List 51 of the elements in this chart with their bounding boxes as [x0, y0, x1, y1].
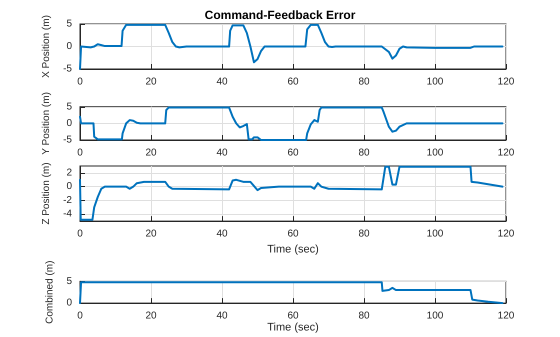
line-series [79, 24, 504, 70]
y-axis-title: X Position (m) [41, 15, 52, 78]
y-tick-label: -5 [63, 134, 72, 146]
x-tick-label: 0 [77, 310, 84, 322]
x-tick-label: 60 [287, 148, 299, 158]
x-tick-label: 40 [216, 310, 228, 322]
y-axis-title: Combined (m) [44, 260, 56, 324]
x-tick-label: 40 [216, 76, 228, 88]
x-tick-label: 120 [498, 76, 515, 88]
chart-title: Command-Feedback Error [204, 8, 356, 22]
x-tick-label: 40 [216, 228, 228, 240]
line-series [79, 106, 504, 141]
x-axis-title: Time (sec) [267, 322, 319, 334]
y-tick-label: -2 [63, 194, 72, 206]
y-tick-label: 0 [66, 298, 72, 309]
x-tick-label: 0 [77, 148, 84, 158]
x-tick-label: 120 [498, 228, 515, 240]
x-tick-label: 20 [145, 148, 157, 158]
line-series [79, 166, 504, 221]
x-tick-label: 100 [426, 228, 444, 240]
y-tick-label: 0 [66, 41, 72, 52]
y-tick-label: 2 [66, 167, 72, 178]
y-axis-title: Y Position (m) [41, 92, 52, 155]
x-tick-label: 60 [287, 228, 299, 240]
y-axis-title: Z Position (m) [41, 162, 52, 225]
x-tick-label: 80 [358, 76, 370, 88]
x-axis-title: Time (sec) [267, 244, 319, 256]
line-series [79, 281, 504, 304]
x-tick-label: 80 [358, 228, 370, 240]
x-tick-label: 100 [426, 76, 444, 88]
x-tick-label: 120 [498, 310, 515, 322]
x-tick-label: 20 [145, 310, 157, 322]
y-tick-label: 5 [66, 18, 72, 30]
y-tick-label: -5 [63, 64, 72, 74]
x-tick-label: 0 [77, 228, 84, 240]
x-tick-label: 40 [216, 148, 228, 158]
y-tick-label: 0 [66, 118, 72, 129]
x-tick-label: 100 [426, 310, 444, 322]
x-tick-label: 120 [498, 148, 515, 158]
x-tick-label: 60 [287, 310, 299, 322]
y-tick-label: 0 [66, 181, 72, 192]
x-tick-label: 20 [145, 228, 157, 240]
y-tick-label: 5 [66, 276, 72, 287]
x-tick-label: 60 [287, 76, 299, 88]
x-tick-label: 80 [358, 310, 370, 322]
x-tick-label: 100 [426, 148, 444, 158]
y-tick-label: -4 [63, 208, 72, 220]
x-tick-label: 80 [358, 148, 370, 158]
y-tick-label: 5 [66, 101, 72, 112]
x-tick-label: 20 [145, 76, 157, 88]
x-tick-label: 0 [77, 76, 84, 88]
